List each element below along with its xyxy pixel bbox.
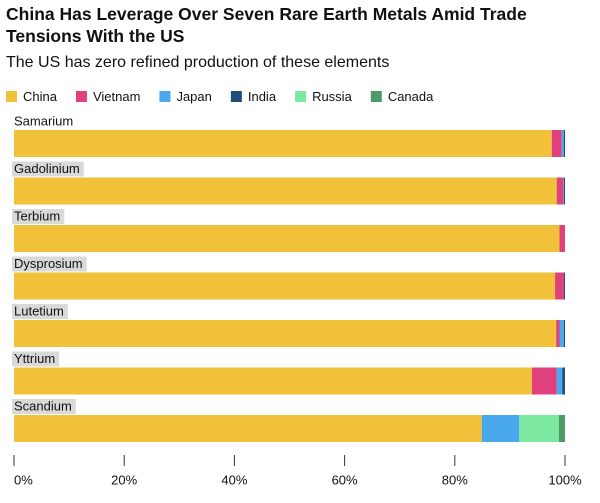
bar-segment	[563, 177, 564, 205]
category-label-group: Scandium	[12, 398, 76, 414]
bar-segment	[556, 177, 564, 205]
label-bg	[12, 161, 84, 177]
category-label: Yttrium	[14, 351, 55, 366]
category-label: Terbium	[14, 208, 60, 223]
bar-segment	[14, 320, 557, 347]
x-tick-label: 40%	[221, 472, 247, 487]
bar-segment	[563, 130, 565, 157]
category-label: Gadolinium	[14, 161, 80, 176]
bar-segment	[14, 130, 552, 157]
legend-swatch	[159, 91, 171, 102]
bar-segment	[563, 320, 565, 347]
category-label: Dysprosium	[14, 256, 83, 271]
title-line: Tensions With the US	[6, 26, 184, 46]
legend-label: Japan	[176, 89, 211, 104]
legend-swatch	[6, 91, 17, 102]
bar-segment	[563, 272, 565, 300]
bar-segment	[531, 367, 557, 395]
bar-segment	[559, 320, 564, 347]
bar-segment	[14, 415, 482, 442]
legend-swatch	[370, 91, 382, 102]
category-label-group: Dysprosium	[12, 256, 87, 272]
bar-segment	[14, 225, 560, 252]
legend-label: Russia	[312, 89, 353, 104]
label-bg	[12, 209, 65, 224]
legend-swatch	[295, 91, 307, 102]
label-bg	[12, 399, 76, 414]
x-tick-label: 60%	[332, 472, 358, 487]
x-tick-label: 0%	[14, 472, 33, 487]
category-label: Samarium	[14, 113, 73, 128]
bar-segment	[561, 130, 564, 157]
category-label-group: Gadolinium	[12, 161, 84, 177]
chart-subtitle: The US has zero refined production of th…	[6, 54, 389, 71]
label-bg	[12, 304, 68, 319]
legend-label: Vietnam	[93, 89, 140, 104]
legend-swatch	[230, 91, 242, 102]
bar-segment	[563, 177, 565, 205]
bar-segment	[558, 415, 565, 442]
bar-segment	[556, 367, 563, 395]
bar-segment	[555, 272, 564, 300]
bar-segment	[551, 130, 562, 157]
bar-segment	[556, 320, 560, 347]
legend-swatch	[75, 91, 87, 102]
category-label-group: Lutetium	[12, 303, 68, 319]
bar-segment	[14, 177, 557, 205]
legend-label: Canada	[388, 89, 434, 104]
bar-segment	[519, 415, 559, 442]
bar-segment	[481, 415, 520, 442]
bar-segment	[14, 272, 556, 300]
category-label-group: Terbium	[12, 208, 65, 224]
category-label: Scandium	[14, 398, 72, 413]
x-tick-label: 100%	[548, 472, 582, 487]
label-bg	[12, 351, 60, 367]
legend-label: China	[23, 89, 58, 104]
legend-label: India	[248, 89, 277, 104]
x-tick-label: 80%	[442, 472, 468, 487]
bar-segment	[14, 367, 532, 395]
title-line: China Has Leverage Over Seven Rare Earth…	[6, 4, 527, 24]
chart-title: China Has Leverage Over Seven Rare Earth…	[6, 4, 527, 46]
x-tick-label: 20%	[111, 472, 137, 487]
category-label-group: Yttrium	[12, 351, 60, 367]
category-label-group: Samarium	[14, 113, 73, 128]
label-bg	[12, 256, 87, 272]
category-label: Lutetium	[14, 303, 64, 318]
bar-segment	[559, 225, 565, 252]
bar-segment	[562, 367, 565, 395]
